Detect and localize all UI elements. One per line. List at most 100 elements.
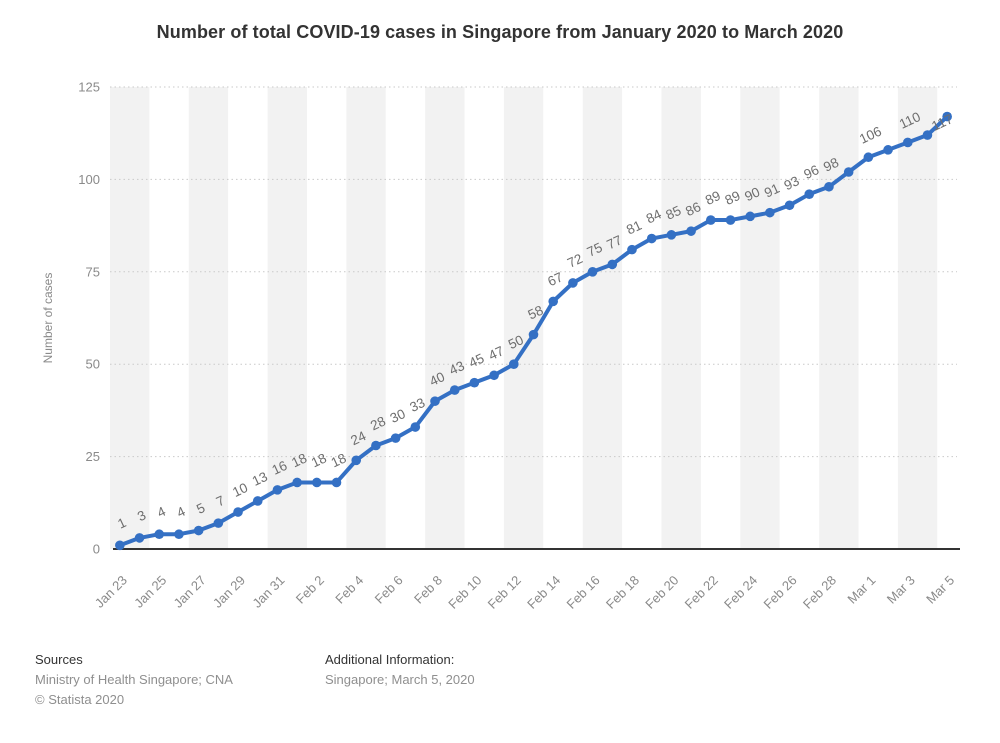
data-point-label: 43 [447,358,467,378]
data-point-label: 13 [250,469,270,489]
plot-stripe [464,87,504,549]
data-point-label: 10 [230,480,250,500]
data-point-label: 24 [348,428,368,448]
data-point[interactable] [804,189,815,199]
plot-stripe [661,87,701,549]
data-point[interactable] [686,226,696,236]
x-tick-label: Feb 18 [603,573,642,612]
plot-stripe [937,87,957,549]
x-tick-label: Mar 5 [923,573,957,607]
data-point[interactable] [843,167,854,177]
data-point[interactable] [371,440,381,451]
data-point[interactable] [410,422,421,432]
x-tick-label: Feb 12 [485,573,524,612]
sources-text: Ministry of Health Singapore; CNA [35,672,233,687]
data-point[interactable] [745,211,755,222]
plot-stripe [819,87,859,549]
y-tick-label: 25 [86,449,100,464]
data-point[interactable] [272,485,283,495]
chart-canvas: 0 25 50 75 100 125 Number of cases Jan 23 Jan 25… [41,80,960,612]
data-point[interactable] [331,477,342,488]
x-tick-label: Mar 3 [884,573,918,607]
data-point[interactable] [134,533,145,543]
data-point[interactable] [824,181,834,192]
data-point[interactable] [390,433,401,443]
data-point-label: 72 [565,251,585,271]
data-point-label: 98 [821,155,841,175]
data-point[interactable] [784,200,795,211]
data-point[interactable] [469,377,480,388]
data-point[interactable] [213,518,224,528]
data-point[interactable] [863,152,874,163]
data-point[interactable] [509,359,519,370]
data-point-label: 18 [309,450,329,470]
data-point-label: 90 [742,184,762,204]
chart-title: Number of total COVID-19 cases in Singap… [156,22,844,42]
x-tick-label: Jan 29 [210,573,248,611]
data-point[interactable] [528,329,539,340]
data-point-label: 45 [467,351,487,371]
data-point[interactable] [883,145,893,155]
data-point[interactable] [312,477,322,488]
plot-stripe [582,87,623,549]
data-point[interactable] [725,215,736,225]
data-point[interactable] [252,496,263,506]
data-point[interactable] [154,529,165,540]
data-point-label: 75 [585,240,605,260]
data-point[interactable] [115,540,125,551]
x-tick-label: Feb 2 [293,573,327,607]
data-point-label: 91 [762,181,782,201]
data-point[interactable] [765,207,775,218]
x-tick-label: Feb 22 [682,573,721,612]
data-point-label: 30 [388,406,408,426]
data-point-label: 96 [801,162,821,182]
y-tick-label: 125 [78,80,100,95]
data-point-label: 33 [407,395,427,415]
data-point-label: 84 [644,206,664,226]
x-tick-label: Feb 6 [372,573,406,607]
plot-stripe [228,87,268,549]
plot-stripe [149,87,189,549]
x-tick-label: Jan 31 [249,573,287,611]
data-point-label: 77 [604,232,624,252]
x-tick-label: Jan 25 [131,573,169,611]
data-point-label: 18 [289,450,309,470]
data-point-label: 89 [703,188,723,208]
y-tick-label: 75 [86,264,100,279]
data-point[interactable] [449,385,460,395]
plot-stripe [306,87,347,549]
data-point[interactable] [922,130,933,140]
data-point[interactable] [942,111,952,122]
data-point[interactable] [193,525,204,536]
plot-stripe [700,87,741,549]
data-point[interactable] [666,230,677,240]
data-point[interactable] [233,507,243,517]
data-point[interactable] [646,233,657,244]
copyright-text: © Statista 2020 [35,692,125,707]
plot-stripe [188,87,229,549]
data-point[interactable] [351,455,362,466]
data-point-label: 86 [683,199,703,219]
data-point[interactable] [627,244,637,255]
data-point[interactable] [174,529,184,540]
data-point[interactable] [292,477,302,488]
data-point-label: 93 [782,173,802,193]
data-point[interactable] [587,267,598,277]
data-point[interactable] [430,396,440,406]
x-tick-label: Feb 24 [721,573,760,612]
sources-block: Sources Ministry of Health Singapore; CN… [35,650,233,710]
data-point[interactable] [902,137,913,148]
data-point[interactable] [548,296,558,307]
data-point-label: 28 [368,413,388,433]
data-point-label: 16 [270,458,290,478]
data-point[interactable] [489,370,499,381]
x-tick-label: Feb 26 [760,573,799,612]
data-point[interactable] [607,259,618,270]
x-tick-label: Feb 8 [411,573,445,607]
x-tick-label: Feb 28 [800,573,839,612]
data-point[interactable] [705,215,716,225]
plot-stripe [267,87,307,549]
data-point-label: 85 [664,203,684,223]
data-point[interactable] [568,278,578,288]
